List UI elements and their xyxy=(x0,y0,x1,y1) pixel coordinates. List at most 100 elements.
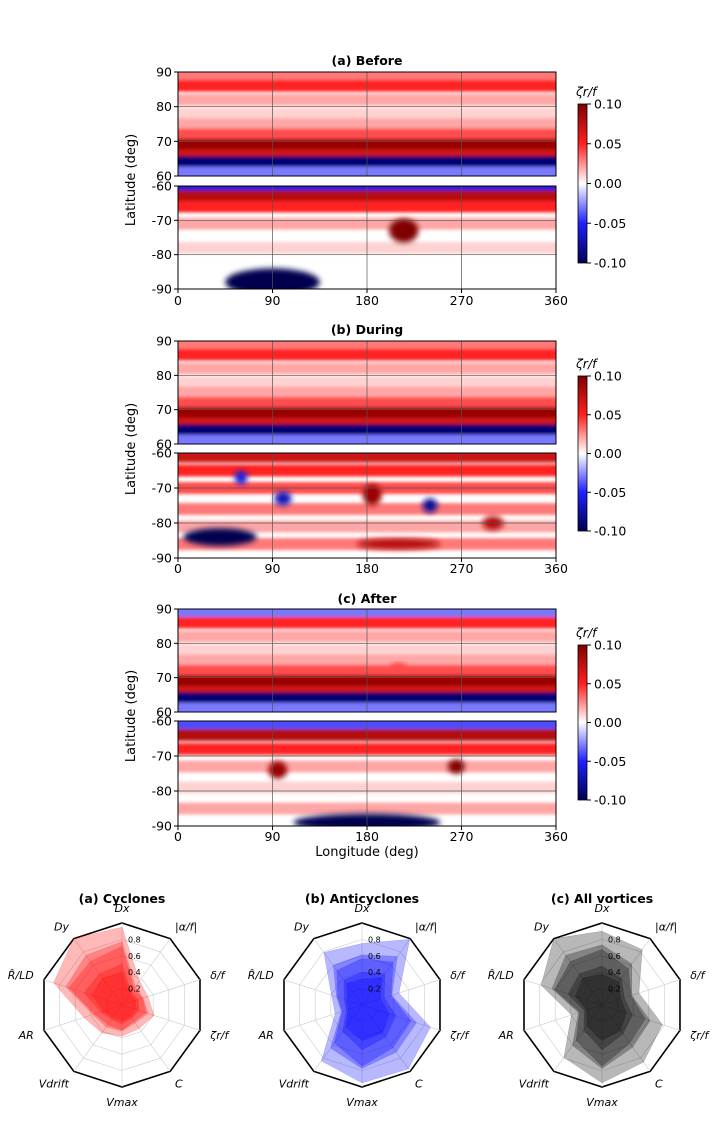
radar-chart: (b) Anticyclones 0.2 0.4 0.6 0.8 Dx |α/f| δ/f ζr… xyxy=(248,891,471,1109)
radar-axis-label: C xyxy=(415,1077,423,1090)
radar-spoke xyxy=(73,1004,123,1072)
radar-data-polygon xyxy=(91,972,137,1021)
y-tick-label: -90 xyxy=(152,282,172,297)
radar-axis-label: R̂/LD xyxy=(248,969,274,982)
colorbar-tick-label: -0.10 xyxy=(594,793,626,808)
radar-spoke xyxy=(43,1004,123,1031)
radar-tick-label: 0.4 xyxy=(128,968,141,977)
heatmap-panel-north: 90 80 70 60 xyxy=(156,334,557,452)
vortex-feature xyxy=(422,498,438,513)
y-tick-label: 70 xyxy=(156,134,172,149)
heatmap-panel-south: -60 -70 -80 -90 xyxy=(152,714,557,834)
radar-spoke xyxy=(73,938,123,1006)
radar-axis-label: ζr/f xyxy=(209,1029,230,1042)
radar-axis-label: ζr/f xyxy=(449,1029,470,1042)
y-tick-label: -90 xyxy=(152,819,172,834)
x-tick-label: 360 xyxy=(544,561,568,576)
radar-tick-label: 0.8 xyxy=(128,935,141,944)
vortex-feature xyxy=(183,528,257,546)
radar-data-polygon xyxy=(567,965,633,1051)
y-tick-label: 70 xyxy=(156,670,172,685)
radar-spoke xyxy=(601,1004,651,1072)
y-tick-label: 80 xyxy=(156,368,172,383)
x-tick-label: 270 xyxy=(450,829,474,844)
radar-tick-label: 0.4 xyxy=(608,968,621,977)
radar-spoke xyxy=(313,938,363,1006)
y-tick-label: -60 xyxy=(152,446,172,461)
chart-title: (a) Cyclones xyxy=(79,891,166,906)
radar-axis-label: R̂/LD xyxy=(488,969,514,982)
vortex-feature xyxy=(447,759,465,774)
x-tick-label: 90 xyxy=(265,293,281,308)
heatmap-panel-south: -60 -70 -80 -90 xyxy=(152,179,557,297)
x-tick-label: 180 xyxy=(355,829,379,844)
x-tick-label: 360 xyxy=(544,293,568,308)
y-tick-label: -80 xyxy=(152,784,172,799)
radar-data-polygon xyxy=(554,949,646,1067)
radar-spoke xyxy=(43,979,123,1006)
colorbar-tick-label: 0.05 xyxy=(594,136,622,151)
heatmap-figure: (c) After 0 90 180 270 360 Latitude (deg) Longi… xyxy=(124,591,626,860)
radar-data-polygon xyxy=(53,926,155,1037)
colorbar-label: ζr/f xyxy=(575,84,598,99)
radar-tick-label: 0.2 xyxy=(128,985,141,994)
vortex-feature xyxy=(362,484,382,506)
radar-fill xyxy=(53,926,155,1037)
radar-axis-label: R̂/LD xyxy=(8,969,34,982)
radar-spoke xyxy=(553,1004,603,1072)
vortex-feature xyxy=(390,662,407,673)
y-tick-label: -90 xyxy=(152,551,172,566)
radar-spoke xyxy=(601,938,651,1006)
y-tick-label: 90 xyxy=(156,334,172,349)
radar-axis-label: δ/f xyxy=(450,969,466,982)
radar-axis-label: Vmax xyxy=(346,1096,378,1109)
y-axis-label: Latitude (deg) xyxy=(124,403,139,495)
y-tick-label: -80 xyxy=(152,247,172,262)
x-tick-label: 0 xyxy=(174,561,182,576)
radar-axis-label: δ/f xyxy=(690,969,706,982)
radar-data-polygon xyxy=(540,930,663,1084)
radar-axis-label: AR xyxy=(498,1029,514,1042)
radar-spoke xyxy=(283,979,363,1006)
colorbar-tick-label: -0.05 xyxy=(594,485,626,500)
colorbar-tick-label: -0.05 xyxy=(594,216,626,231)
radar-axis-label: |α/f| xyxy=(415,921,437,934)
radar-axis-label: Vmax xyxy=(106,1096,138,1109)
x-tick-label: 360 xyxy=(544,829,568,844)
vortex-feature xyxy=(234,470,248,485)
y-tick-label: 80 xyxy=(156,636,172,651)
radar-axis-label: ζr/f xyxy=(689,1029,710,1042)
heatmap-figure: (a) Before 0 90 180 270 360 Latitude (deg) ζr/f… xyxy=(124,53,626,308)
y-tick-label: -70 xyxy=(152,481,172,496)
radar-spoke xyxy=(121,1004,201,1031)
heatmap-panel-north: 90 80 70 60 xyxy=(156,65,557,184)
panel-frame xyxy=(177,340,557,445)
y-tick-label: 60 xyxy=(156,169,172,184)
colorbar: ζr/f0.10 0.05 0.00 -0.05 -0.10 xyxy=(575,625,626,808)
y-tick-label: -60 xyxy=(152,714,172,729)
radar-spoke xyxy=(121,938,171,1006)
radar-tick-label: 0.6 xyxy=(608,952,621,961)
radar-tick-label: 0.6 xyxy=(368,952,381,961)
radar-spoke xyxy=(313,1004,363,1072)
y-tick-label: 60 xyxy=(156,437,172,452)
radar-spoke xyxy=(601,1004,681,1031)
chart-title: (b) During xyxy=(331,322,403,337)
x-tick-label: 90 xyxy=(265,829,281,844)
colorbar: ζr/f0.10 0.05 0.00 -0.05 -0.10 xyxy=(575,356,626,539)
x-tick-label: 180 xyxy=(355,561,379,576)
vortex-feature xyxy=(356,538,441,550)
radar-data-polygon xyxy=(321,939,431,1084)
y-tick-label: -70 xyxy=(152,749,172,764)
y-tick-label: 60 xyxy=(156,705,172,720)
chart-title: (c) All vortices xyxy=(551,891,653,906)
radar-axis-label: Vmax xyxy=(586,1096,618,1109)
radar-spoke xyxy=(121,1004,171,1072)
radar-tick-label: 0.4 xyxy=(368,968,381,977)
radar-spoke xyxy=(361,938,411,1006)
colorbar-tick-label: 0.05 xyxy=(594,676,622,691)
radar-spoke xyxy=(283,1004,363,1031)
y-tick-label: 90 xyxy=(156,65,172,80)
colorbar-gradient xyxy=(577,375,588,532)
radar-axis-label: δ/f xyxy=(210,969,226,982)
